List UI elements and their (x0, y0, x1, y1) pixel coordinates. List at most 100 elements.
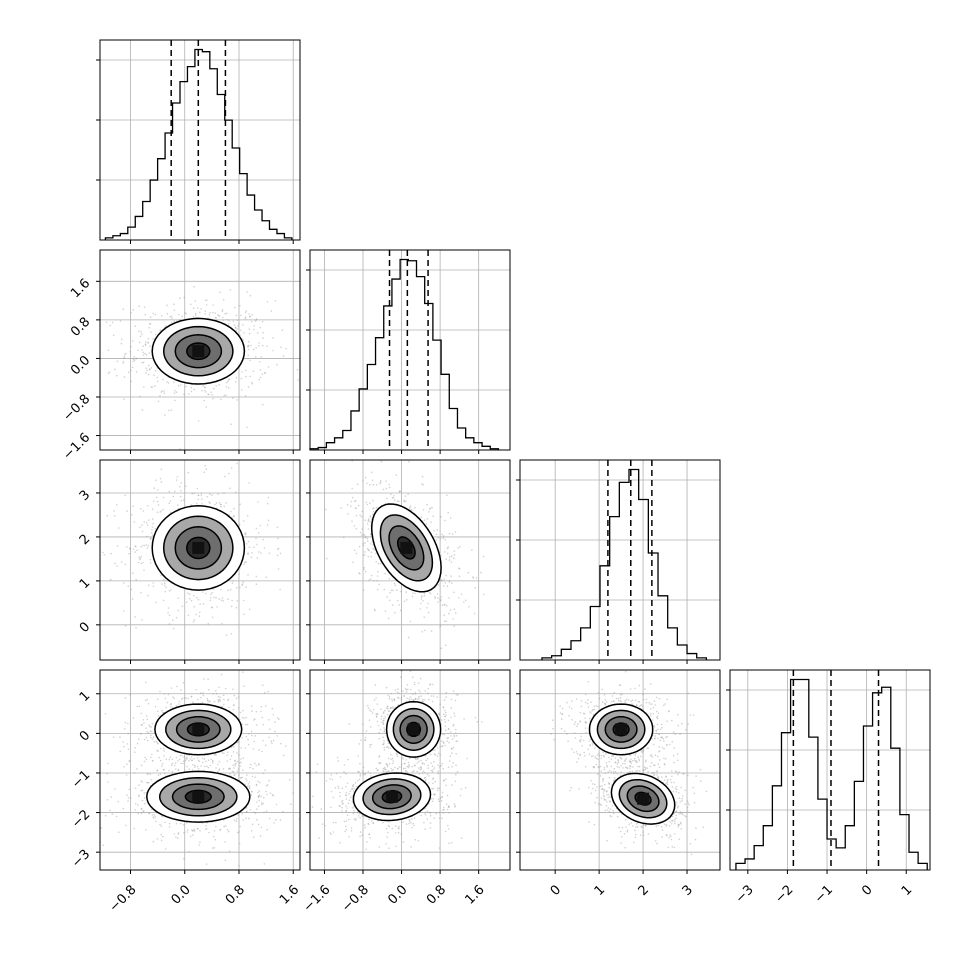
joint-panel-3-0 (96, 669, 301, 874)
y-tick-labels-1: −1.6 −0.8 0.0 0.8 1.6 (60, 276, 93, 463)
contour-3-1-1-1 (362, 778, 422, 816)
contour-3-0-1-2 (171, 783, 225, 811)
x-tick-label: −1.6 (301, 882, 334, 915)
y-tick-label: 0.8 (68, 315, 93, 340)
y-tick-label: 0 (77, 620, 93, 636)
contour-3-0-1-0 (146, 770, 251, 823)
density-peak-3-0-0 (192, 723, 205, 736)
hist-panel-2 (516, 459, 721, 664)
y-tick-labels-3: −3 −2 −1 0 1 (69, 688, 93, 871)
hist-frame-1 (309, 249, 511, 451)
hist-frame-3 (729, 669, 931, 871)
x-tick-label: 1 (592, 882, 608, 898)
density-peak-1-0-0 (192, 345, 205, 358)
contour-1-0-0-2 (174, 334, 223, 369)
x-tick-label: −0.8 (107, 882, 140, 915)
scatter-points-3-1 (311, 670, 483, 851)
contour-2-1-0-2 (388, 525, 425, 571)
density-peak-2-1-0 (400, 541, 413, 554)
x-tick-label: 2 (636, 882, 652, 898)
x-tick-label: 0 (548, 882, 564, 898)
contour-1-0-0-1 (162, 325, 234, 377)
x-tick-label: −1 (812, 882, 836, 906)
contour-3-0-1-1 (158, 776, 238, 817)
contour-1-0-0-3 (186, 342, 211, 361)
joint-frame-2-0 (99, 459, 301, 661)
x-tick-label: 0.8 (424, 882, 449, 907)
y-tick-label: 3 (77, 488, 93, 504)
x-tick-label: −0.8 (339, 882, 372, 915)
density-peak-3-1-1 (385, 790, 398, 803)
x-tick-label: 1.6 (462, 882, 487, 907)
contour-3-1-1-0 (352, 772, 432, 822)
x-tick-label: 1 (899, 882, 915, 898)
y-tick-label: −3 (69, 847, 93, 871)
x-tick-label: 1.6 (277, 882, 302, 907)
contour-3-2-1-2 (626, 785, 660, 813)
contour-2-1-0-3 (396, 536, 416, 560)
joint-frame-2-1 (309, 459, 511, 661)
joint-frame-1-0 (99, 249, 301, 451)
density-peak-3-2-1 (637, 792, 650, 805)
joint-frame-3-0 (99, 669, 301, 871)
x-tick-label: −3 (733, 882, 757, 906)
joint-panel-3-1 (306, 669, 511, 874)
contour-2-0-0-0 (151, 504, 246, 591)
contour-3-1-0-2 (399, 714, 428, 745)
joint-panel-2-1 (306, 459, 511, 664)
hist-panel-0 (96, 39, 301, 244)
joint-panel-2-0 (96, 459, 301, 664)
joint-panel-1-0 (96, 249, 301, 454)
hist-panel-3 (726, 669, 931, 874)
contour-3-2-1-1 (618, 778, 668, 819)
histogram-0 (104, 48, 293, 240)
contour-2-0-0-2 (174, 526, 223, 570)
density-peak-3-0-1 (192, 790, 205, 803)
x-tick-labels-1: −1.6 −0.8 0.0 0.8 1.6 (301, 882, 488, 915)
histogram-3 (735, 678, 928, 870)
y-tick-label: 0 (77, 728, 93, 744)
x-tick-label: 0.0 (385, 882, 410, 907)
contour-3-1-1-2 (371, 784, 412, 810)
y-tick-label: 1 (77, 576, 93, 592)
x-tick-label: 0 (859, 882, 875, 898)
x-tick-labels-0: −0.8 0.0 0.8 1.6 (107, 882, 303, 915)
contour-2-1-0-1 (379, 514, 434, 582)
y-tick-label: −0.8 (60, 392, 93, 425)
y-tick-label: −1 (69, 768, 93, 792)
scatter-points-3-2 (550, 670, 708, 856)
y-tick-label: −1.6 (60, 430, 93, 463)
x-tick-label: 3 (680, 882, 696, 898)
x-tick-labels-3: −3 −2 −1 0 1 (733, 882, 916, 906)
contour-3-0-1-3 (184, 789, 212, 804)
density-peak-3-1-0 (407, 723, 420, 736)
x-tick-label: 0.0 (169, 882, 194, 907)
contour-3-2-0-2 (604, 715, 638, 743)
contour-3-2-0-0 (588, 703, 654, 756)
x-tick-labels-2: 0 1 2 3 (548, 882, 696, 898)
contour-3-2-0-1 (596, 709, 646, 750)
y-tick-label: 2 (77, 532, 93, 548)
contour-3-1-0-0 (385, 700, 442, 758)
contour-3-2-1-0 (610, 772, 676, 825)
contour-2-1-0-0 (370, 503, 442, 593)
y-tick-label: −2 (69, 807, 93, 831)
y-tick-label: 0.0 (68, 353, 93, 378)
histogram-1 (309, 258, 500, 450)
joint-frame-3-2 (519, 669, 721, 871)
contour-3-0-0-2 (175, 715, 221, 743)
hist-frame-2 (519, 459, 721, 661)
contour-3-0-0-1 (165, 709, 232, 750)
histogram-2 (541, 468, 708, 660)
x-tick-label: −2 (772, 882, 796, 906)
density-peak-2-0-0 (192, 541, 205, 554)
contour-2-0-0-3 (186, 536, 211, 560)
density-peak-3-2-0 (615, 723, 628, 736)
hist-panel-1 (306, 249, 511, 454)
contour-3-0-0-0 (154, 703, 243, 756)
y-tick-labels-2: 0 1 2 3 (77, 488, 93, 636)
contour-3-1-0-1 (392, 707, 435, 751)
contour-1-0-0-0 (151, 317, 246, 385)
joint-panel-3-2 (516, 669, 721, 874)
